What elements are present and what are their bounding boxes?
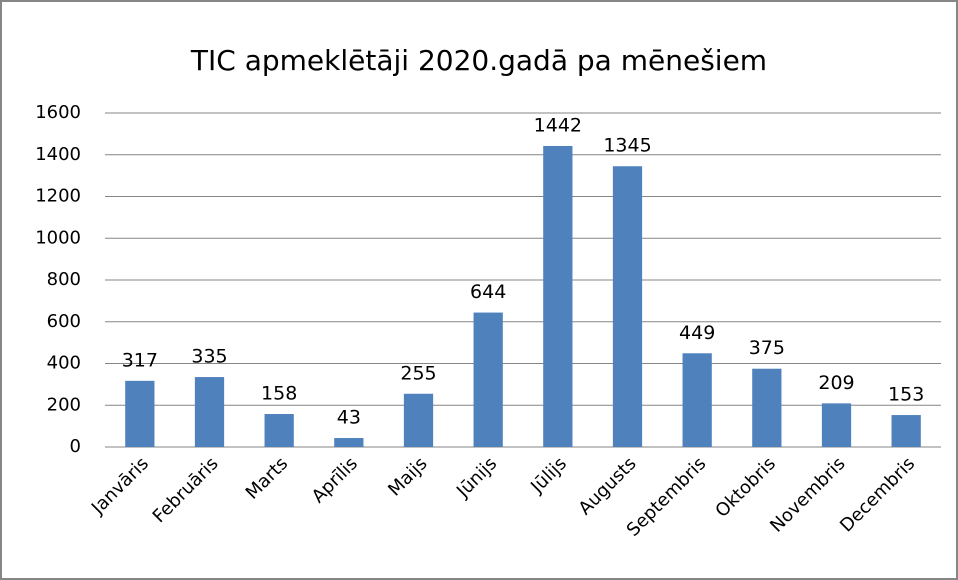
data-label: 449: [679, 322, 715, 344]
bar: [891, 415, 921, 447]
y-tick-label: 600: [47, 311, 81, 332]
chart-title: TIC apmeklētāji 2020.gadā pa mēnešiem: [190, 44, 767, 77]
data-label: 644: [470, 281, 506, 303]
bar: [682, 353, 712, 447]
bar: [403, 393, 434, 447]
data-label: 1345: [603, 135, 651, 157]
y-tick-label: 400: [47, 353, 81, 374]
y-tick-label: 1000: [35, 227, 81, 248]
data-label: 317: [122, 349, 158, 371]
bar: [612, 166, 643, 447]
y-tick-label: 800: [47, 269, 81, 290]
data-label: 335: [191, 346, 227, 368]
y-tick-label: 1200: [35, 186, 81, 207]
bar: [543, 145, 573, 448]
data-label: 158: [261, 383, 297, 405]
bar: [194, 377, 225, 447]
y-tick-label: 1400: [35, 144, 81, 165]
data-label: 375: [749, 337, 785, 359]
bar: [264, 414, 294, 447]
bar: [125, 380, 155, 447]
bar: [334, 438, 364, 447]
bar: [752, 368, 782, 447]
bar: [821, 403, 852, 447]
data-label: 153: [888, 384, 924, 406]
bar: [473, 312, 503, 447]
data-label: 43: [337, 407, 361, 429]
y-tick-label: 1600: [35, 102, 81, 123]
data-label: 255: [400, 362, 436, 384]
y-tick-label: 200: [47, 394, 81, 415]
y-tick-label: 0: [70, 436, 81, 457]
data-label: 1442: [534, 114, 582, 136]
data-label: 209: [818, 372, 854, 394]
